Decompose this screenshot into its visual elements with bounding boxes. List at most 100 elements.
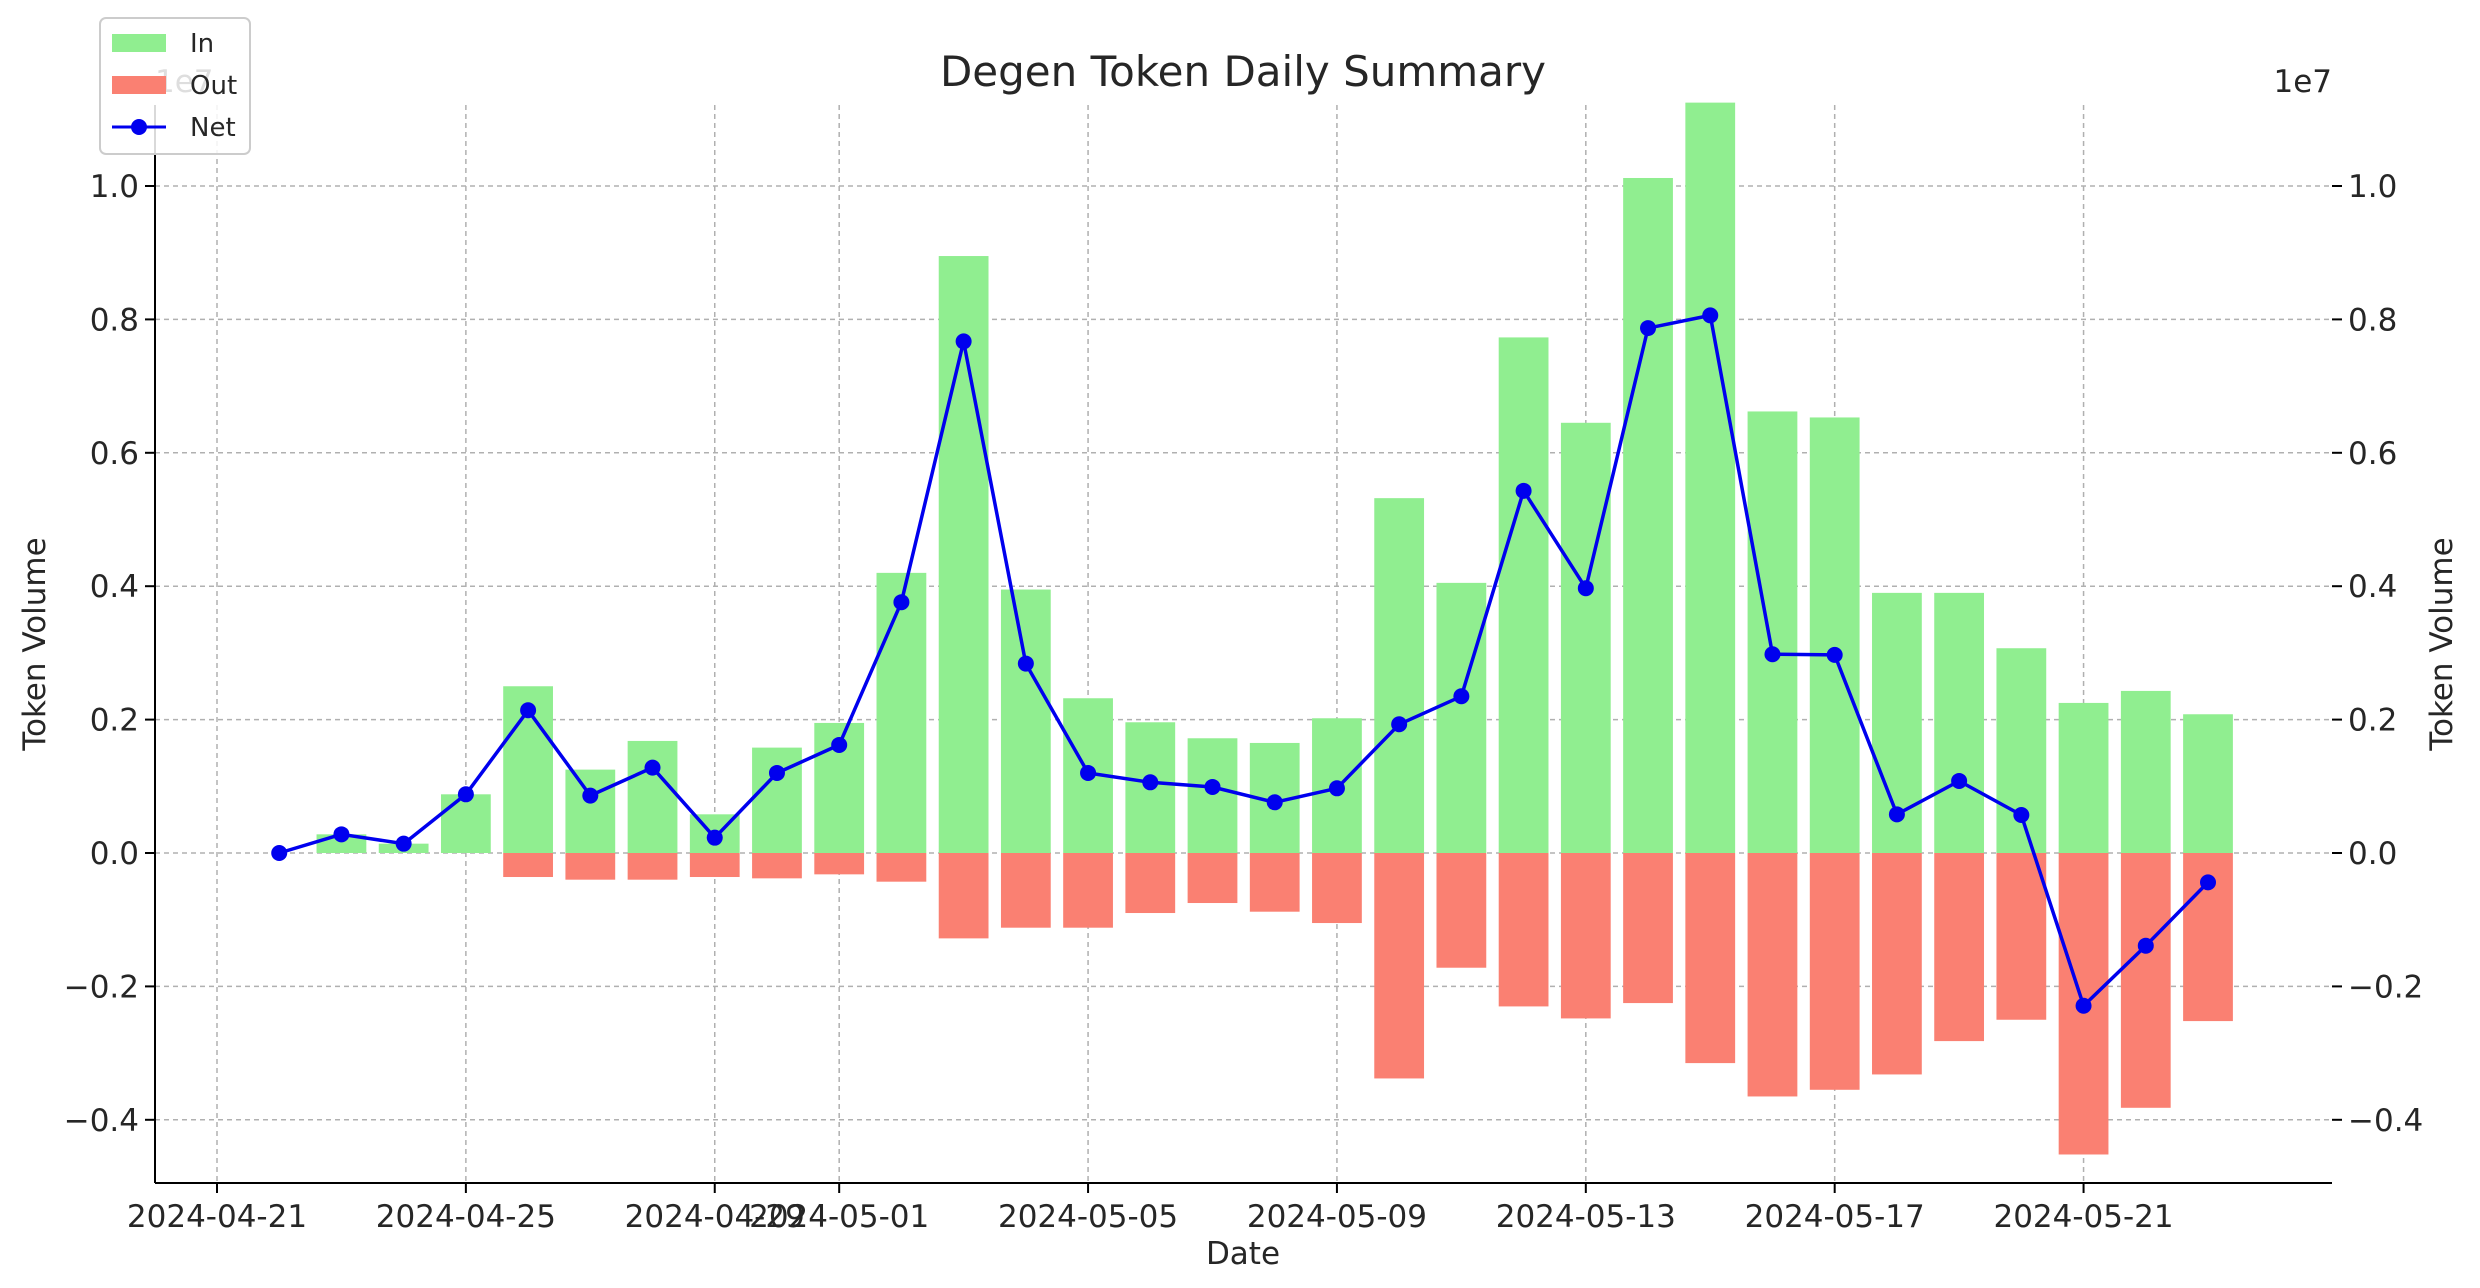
net-point: [1577, 580, 1594, 597]
x-tick-label: 2024-05-09: [1247, 1199, 1427, 1235]
bar-in: [1747, 411, 1798, 853]
net-point: [1453, 688, 1470, 705]
bar-out: [938, 853, 989, 939]
bar-out: [1498, 853, 1549, 1007]
net-point: [2075, 997, 2092, 1014]
y-offset-right: 1e7: [2273, 64, 2332, 100]
bar-in: [627, 740, 678, 853]
net-point: [1826, 646, 1843, 663]
net-point: [955, 333, 972, 350]
bar-out: [2120, 853, 2171, 1108]
y-tick-label-right: 1.0: [2348, 169, 2397, 205]
ticks: −0.4 −0.4 −0.2 −0.2 0.0 0.0 0.2 0.2 0.4 0.4 0.6 0.6…: [64, 169, 2424, 1235]
net-point: [1951, 772, 1968, 789]
y-tick-label-left: −0.2: [64, 969, 139, 1005]
y-tick-label-right: −0.4: [2348, 1103, 2423, 1139]
x-tick-label: 2024-05-05: [998, 1199, 1178, 1235]
x-tick-label: 2024-05-13: [1496, 1199, 1676, 1235]
y-axis-title-left: Token Volume: [17, 537, 53, 751]
bar-out: [565, 853, 616, 880]
x-axis-title: Date: [1206, 1236, 1280, 1272]
bar-out: [1747, 853, 1798, 1097]
bar-out: [1374, 853, 1425, 1079]
bar-out: [752, 853, 802, 879]
legend-swatch-net-marker: [131, 119, 147, 135]
legend-label-out: Out: [190, 71, 237, 101]
net-point: [2137, 937, 2154, 954]
bar-out: [1063, 853, 1113, 928]
net-point: [644, 759, 661, 776]
y-tick-label-left: 0.8: [90, 302, 139, 338]
bar-out: [1312, 853, 1362, 924]
x-tick-label: 2024-05-17: [1745, 1199, 1925, 1235]
bar-in: [2120, 690, 2171, 853]
legend-swatch-out: [112, 76, 166, 94]
bar-in: [1187, 738, 1238, 853]
net-point: [395, 835, 412, 852]
net-point: [271, 845, 288, 861]
y-tick-label-right: 0.0: [2348, 836, 2397, 872]
net-point: [1017, 655, 1034, 672]
bar-out: [876, 853, 927, 882]
bar-out: [1125, 853, 1176, 914]
net-point: [2013, 806, 2030, 823]
legend-label-in: In: [190, 29, 214, 59]
net-point: [1266, 794, 1283, 811]
net-point: [706, 829, 723, 846]
bar-in: [876, 572, 927, 853]
bar-in: [1000, 589, 1051, 853]
bar-in: [1374, 498, 1425, 853]
x-tick-label: 2024-05-21: [1993, 1199, 2173, 1235]
net-point: [1640, 320, 1657, 337]
y-tick-label-left: 0.2: [90, 703, 139, 739]
legend: In Out Net: [99, 17, 251, 155]
net-point: [2200, 874, 2216, 891]
bar-out: [627, 853, 678, 880]
y-tick-label-left: −0.4: [64, 1103, 139, 1139]
net-point: [831, 736, 848, 753]
bar-out: [1809, 853, 1860, 1090]
net-point: [1764, 646, 1781, 663]
bar-out: [689, 853, 740, 878]
y-tick-label-right: −0.2: [2348, 969, 2423, 1005]
bar-out: [1996, 853, 2047, 1020]
grid-lines: [155, 105, 2332, 1183]
net-point: [520, 702, 537, 719]
y-tick-label-left: 0.6: [90, 436, 139, 472]
net-point: [893, 594, 910, 611]
bar-in: [1809, 417, 1860, 853]
y-tick-label-right: 0.8: [2348, 302, 2397, 338]
chart-title: Degen Token Daily Summary: [940, 47, 1546, 96]
net-point: [1204, 778, 1221, 795]
bar-in: [1685, 102, 1736, 853]
y-tick-label-left: 0.4: [90, 569, 139, 605]
bar-out: [1872, 853, 1922, 1075]
bar-in: [2183, 714, 2233, 853]
net-point: [1702, 307, 1719, 324]
bar-out: [1623, 853, 1673, 1004]
bar-in: [1436, 582, 1487, 853]
bar-out: [503, 853, 553, 878]
axes: [154, 105, 2332, 1184]
legend-swatch-in: [112, 34, 166, 52]
bar-in: [1934, 592, 1985, 853]
bars: [316, 102, 2233, 1155]
bar-in: [1560, 422, 1611, 853]
net-series-line: [278, 313, 2210, 1008]
x-tick-label: 2024-05-01: [749, 1199, 929, 1235]
net-point: [1080, 764, 1097, 781]
net-point: [1888, 806, 1905, 823]
bar-out: [814, 853, 865, 875]
bar-out: [1685, 853, 1736, 1064]
bar-out: [1436, 853, 1487, 968]
x-tick-label: 2024-04-21: [127, 1199, 307, 1235]
bar-out: [1560, 853, 1611, 1019]
net-line: [271, 307, 2216, 1014]
net-point: [768, 764, 785, 781]
net-point: [333, 826, 350, 843]
legend-label-net: Net: [190, 113, 236, 143]
bar-in: [1623, 177, 1673, 854]
bar-in: [938, 256, 989, 853]
bar-out: [1249, 853, 1300, 912]
